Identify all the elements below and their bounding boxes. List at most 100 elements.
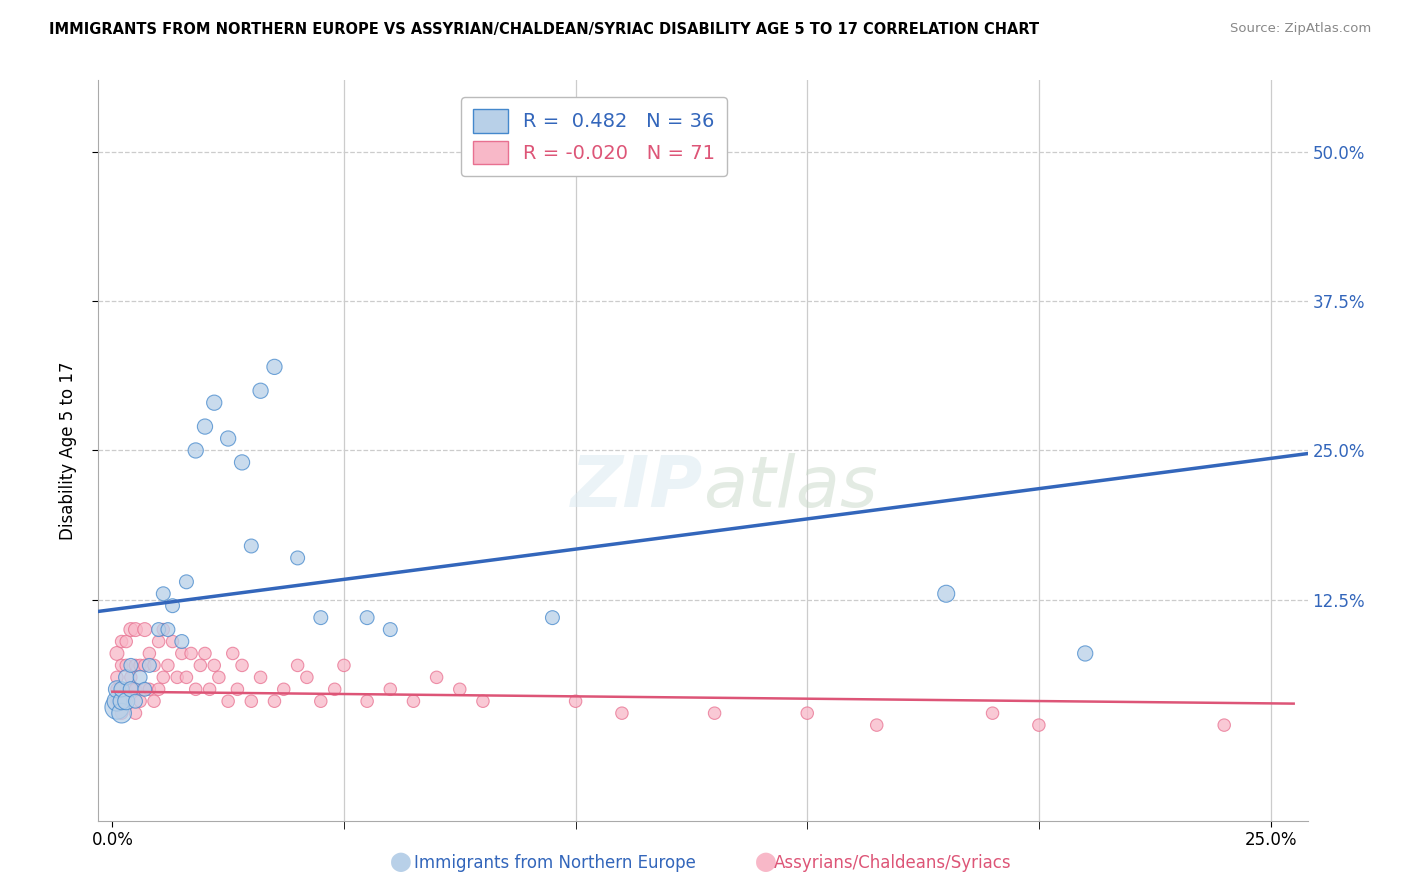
Point — [249, 670, 271, 684]
Point — [356, 694, 378, 708]
Point — [134, 682, 156, 697]
Point — [194, 419, 217, 434]
Point — [796, 706, 818, 721]
Point — [380, 682, 402, 697]
Point — [110, 694, 132, 708]
Point — [273, 682, 295, 697]
Point — [309, 610, 332, 624]
Text: IMMIGRANTS FROM NORTHERN EUROPE VS ASSYRIAN/CHALDEAN/SYRIAC DISABILITY AGE 5 TO : IMMIGRANTS FROM NORTHERN EUROPE VS ASSYR… — [49, 22, 1039, 37]
Point — [426, 670, 449, 684]
Point — [110, 682, 132, 697]
Point — [981, 706, 1004, 721]
Point — [152, 670, 174, 684]
Point — [1028, 718, 1050, 732]
Point — [217, 432, 239, 446]
Point — [162, 634, 184, 648]
Point — [1074, 647, 1097, 661]
Point — [449, 682, 471, 697]
Point — [162, 599, 184, 613]
Text: Assyrians/Chaldeans/Syriacs: Assyrians/Chaldeans/Syriacs — [773, 855, 1012, 872]
Point — [380, 623, 402, 637]
Point — [1213, 718, 1236, 732]
Point — [124, 658, 146, 673]
Point — [105, 700, 128, 714]
Point — [295, 670, 318, 684]
Text: Immigrants from Northern Europe: Immigrants from Northern Europe — [415, 855, 696, 872]
Point — [120, 658, 142, 673]
Point — [184, 443, 207, 458]
Point — [129, 670, 152, 684]
Point — [105, 682, 128, 697]
Point — [240, 539, 263, 553]
Point — [198, 682, 221, 697]
Point — [115, 694, 138, 708]
Point — [129, 658, 152, 673]
Point — [124, 706, 146, 721]
Point — [194, 647, 217, 661]
Point — [105, 647, 128, 661]
Point — [249, 384, 271, 398]
Point — [120, 682, 142, 697]
Point — [208, 670, 231, 684]
Point — [202, 658, 225, 673]
Point — [240, 694, 263, 708]
Point — [202, 395, 225, 409]
Point — [115, 694, 138, 708]
Point — [143, 658, 166, 673]
Point — [105, 682, 128, 697]
Y-axis label: Disability Age 5 to 17: Disability Age 5 to 17 — [59, 361, 77, 540]
Point — [124, 682, 146, 697]
Point — [471, 694, 494, 708]
Point — [222, 647, 245, 661]
Text: ZIP: ZIP — [571, 453, 703, 522]
Point — [124, 694, 146, 708]
Point — [217, 694, 239, 708]
Point — [180, 647, 202, 661]
Point — [166, 670, 188, 684]
Point — [263, 694, 285, 708]
Point — [110, 706, 132, 721]
Point — [110, 634, 132, 648]
Point — [309, 694, 332, 708]
Point — [935, 587, 957, 601]
Point — [356, 610, 378, 624]
Point — [143, 694, 166, 708]
Point — [120, 623, 142, 637]
Point — [110, 706, 132, 721]
Point — [138, 658, 160, 673]
Point — [105, 694, 128, 708]
Point — [184, 682, 207, 697]
Point — [226, 682, 249, 697]
Point — [402, 694, 425, 708]
Point — [188, 658, 211, 673]
Point — [287, 658, 309, 673]
Point — [170, 647, 193, 661]
Point — [148, 634, 170, 648]
Point — [176, 670, 198, 684]
Point — [231, 455, 253, 469]
Text: atlas: atlas — [703, 453, 877, 522]
Point — [156, 658, 179, 673]
Point — [134, 682, 156, 697]
Point — [287, 550, 309, 565]
Point — [134, 658, 156, 673]
Point — [170, 634, 193, 648]
Point — [148, 682, 170, 697]
Point — [152, 587, 174, 601]
Point — [333, 658, 356, 673]
Point — [263, 359, 285, 374]
Point — [176, 574, 198, 589]
Point — [110, 658, 132, 673]
Point — [115, 634, 138, 648]
Point — [231, 658, 253, 673]
Point — [323, 682, 346, 697]
Point — [703, 706, 725, 721]
Point — [105, 670, 128, 684]
Point — [138, 647, 160, 661]
Point — [129, 694, 152, 708]
Point — [115, 670, 138, 684]
Text: Source: ZipAtlas.com: Source: ZipAtlas.com — [1230, 22, 1371, 36]
Point — [541, 610, 564, 624]
Legend: R =  0.482   N = 36, R = -0.020   N = 71: R = 0.482 N = 36, R = -0.020 N = 71 — [461, 97, 727, 176]
Point — [610, 706, 633, 721]
